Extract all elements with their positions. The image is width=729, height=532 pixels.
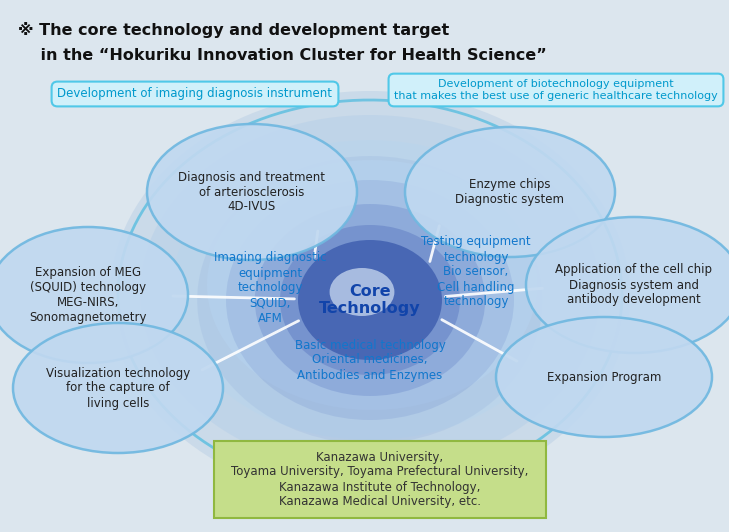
Ellipse shape [226, 180, 514, 420]
FancyBboxPatch shape [214, 441, 546, 518]
Text: ※ The core technology and development target: ※ The core technology and development ta… [18, 22, 449, 38]
Ellipse shape [496, 317, 712, 437]
Text: Kanazawa University,
Toyama University, Toyama Prefectural University,
Kanazawa : Kanazawa University, Toyama University, … [231, 451, 529, 509]
Ellipse shape [280, 225, 460, 375]
Text: Development of biotechnology equipment
that makes the best use of generic health: Development of biotechnology equipment t… [394, 79, 718, 101]
Ellipse shape [198, 156, 543, 444]
Ellipse shape [405, 127, 615, 257]
Text: Diagnosis and treatment
of arteriosclerosis
4D-IVUS: Diagnosis and treatment of arteriosclero… [179, 170, 326, 213]
Text: Testing equipment
technology
Bio sensor,
Cell handling
technology: Testing equipment technology Bio sensor,… [421, 236, 531, 309]
Text: Basic medical technology
Oriental medicines,
Antibodies and Enzymes: Basic medical technology Oriental medici… [295, 338, 445, 381]
Ellipse shape [298, 240, 442, 360]
Text: Expansion of MEG
(SQUID) technology
MEG-NIRS,
Sonomagnetometry: Expansion of MEG (SQUID) technology MEG-… [29, 266, 147, 324]
Ellipse shape [526, 217, 729, 353]
Ellipse shape [0, 227, 188, 363]
Text: Expansion Program: Expansion Program [547, 370, 661, 384]
Text: Imaging diagnostic
equipment
technology
SQUID,
AFM: Imaging diagnostic equipment technology … [214, 252, 327, 325]
Ellipse shape [110, 91, 630, 501]
Text: in the “Hokuriku Innovation Cluster for Health Science”: in the “Hokuriku Innovation Cluster for … [18, 48, 547, 63]
Ellipse shape [207, 160, 537, 410]
Text: Core
Technology: Core Technology [319, 284, 421, 316]
Ellipse shape [172, 140, 568, 440]
Ellipse shape [13, 323, 223, 453]
Text: Visualization technology
for the capture of
living cells: Visualization technology for the capture… [46, 367, 190, 410]
Ellipse shape [147, 124, 357, 260]
Ellipse shape [255, 204, 486, 396]
Text: Development of imaging diagnosis instrument: Development of imaging diagnosis instrum… [58, 87, 332, 101]
Ellipse shape [140, 115, 600, 471]
Text: Application of the cell chip
Diagnosis system and
antibody development: Application of the cell chip Diagnosis s… [555, 263, 712, 306]
Text: Enzyme chips
Diagnostic system: Enzyme chips Diagnostic system [456, 178, 564, 206]
Ellipse shape [330, 268, 394, 316]
